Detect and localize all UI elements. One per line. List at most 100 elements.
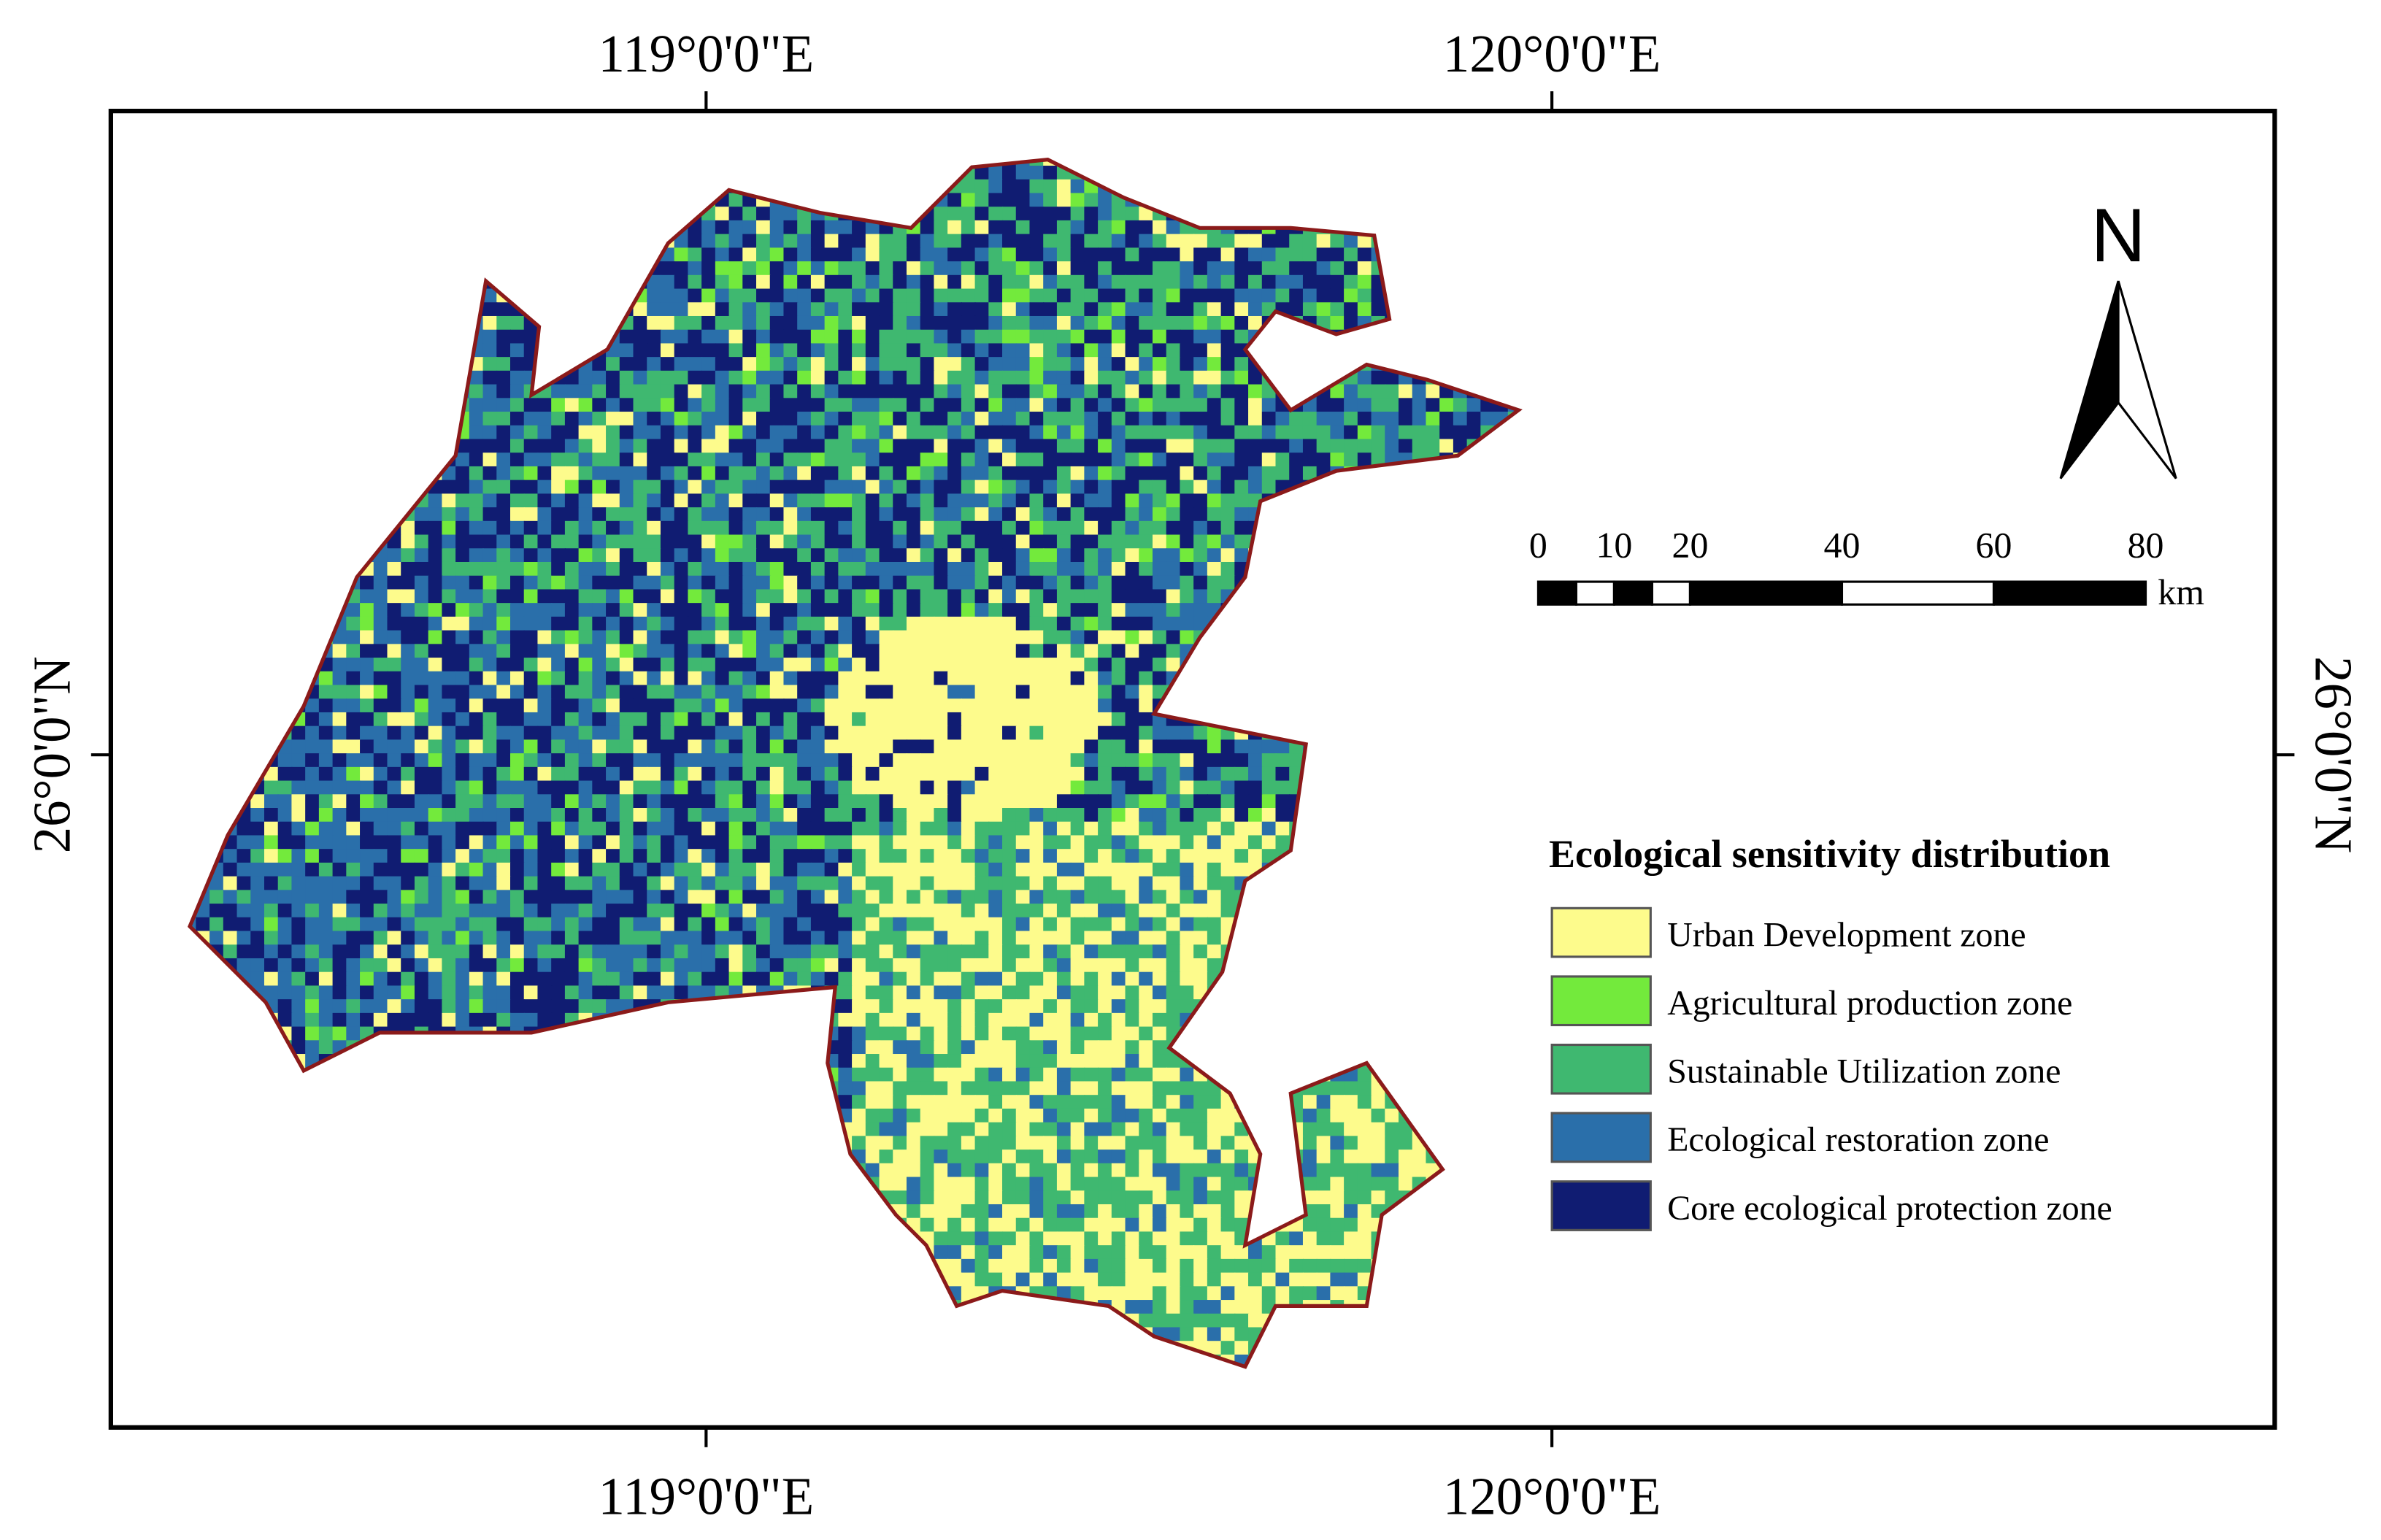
raster-cell — [223, 261, 238, 276]
raster-cell — [578, 753, 593, 768]
raster-cell — [1166, 466, 1181, 481]
raster-cell — [647, 439, 661, 454]
raster-cell — [510, 753, 525, 768]
raster-cell — [592, 780, 607, 796]
raster-cell — [824, 288, 839, 304]
raster-cell — [1248, 794, 1263, 809]
raster-cell — [1522, 302, 1536, 317]
raster-cell — [742, 207, 758, 221]
raster-cell — [797, 725, 812, 741]
raster-cell — [810, 220, 826, 235]
raster-cell — [920, 575, 935, 590]
raster-cell — [1166, 220, 1181, 235]
raster-cell — [578, 821, 593, 836]
raster-cell — [442, 520, 457, 536]
raster-cell — [1275, 671, 1290, 686]
raster-cell — [592, 698, 607, 713]
raster-cell — [1220, 425, 1236, 440]
raster-cell — [1029, 821, 1045, 836]
raster-cell — [510, 425, 525, 440]
raster-cell — [1412, 589, 1427, 604]
raster-cell — [1399, 466, 1413, 481]
raster-cell — [578, 616, 593, 631]
raster-cell — [223, 493, 238, 509]
raster-cell — [974, 739, 990, 755]
raster-cell — [1412, 603, 1427, 617]
raster-cell — [455, 658, 470, 672]
raster-cell — [701, 794, 716, 809]
raster-cell — [701, 302, 716, 317]
raster-cell — [920, 329, 935, 344]
raster-cell — [756, 561, 771, 577]
raster-cell — [318, 753, 334, 768]
raster-cell — [742, 808, 758, 823]
raster-cell — [688, 589, 703, 604]
raster-cell — [250, 616, 266, 631]
raster-cell — [523, 534, 539, 550]
raster-cell — [196, 630, 211, 645]
raster-cell — [250, 520, 266, 536]
raster-cell — [961, 712, 976, 727]
raster-cell — [305, 166, 320, 180]
raster-cell — [797, 780, 812, 796]
raster-cell — [346, 493, 361, 509]
raster-cell — [1522, 343, 1536, 358]
raster-cell — [893, 630, 908, 645]
raster-cell — [360, 234, 374, 249]
raster-cell — [1043, 794, 1058, 809]
raster-cell — [264, 453, 279, 467]
raster-cell — [264, 343, 279, 358]
raster-cell — [442, 712, 457, 727]
raster-cell — [619, 575, 634, 590]
raster-cell — [893, 179, 908, 194]
raster-cell — [1084, 507, 1099, 522]
raster-cell — [1029, 739, 1045, 755]
raster-cell — [1166, 753, 1181, 768]
raster-cell — [838, 261, 853, 276]
raster-cell — [346, 534, 361, 550]
raster-cell — [360, 507, 374, 522]
raster-cell — [578, 439, 593, 454]
raster-cell — [196, 671, 211, 686]
raster-cell — [769, 179, 785, 194]
raster-cell — [1480, 507, 1496, 522]
raster-cell — [619, 179, 634, 194]
raster-cell — [1234, 425, 1250, 440]
raster-cell — [387, 766, 402, 782]
raster-cell — [715, 343, 730, 358]
raster-cell — [1385, 274, 1400, 290]
raster-cell — [1139, 453, 1154, 467]
raster-cell — [551, 671, 566, 686]
raster-cell — [728, 453, 744, 467]
raster-cell — [346, 315, 361, 331]
raster-cell — [1426, 166, 1441, 180]
raster-cell — [414, 343, 429, 358]
raster-cell — [277, 370, 293, 385]
raster-cell — [674, 343, 689, 358]
raster-cell — [510, 466, 525, 481]
raster-cell — [633, 698, 648, 713]
raster-cell — [674, 207, 689, 221]
raster-cell — [223, 398, 238, 413]
raster-cell — [769, 315, 785, 331]
raster-cell — [332, 425, 347, 440]
raster-cell — [1385, 753, 1400, 768]
raster-cell — [674, 166, 689, 180]
raster-cell — [346, 616, 361, 631]
raster-cell — [1002, 644, 1017, 659]
raster-cell — [250, 274, 266, 290]
raster-cell — [277, 589, 293, 604]
raster-cell — [496, 630, 512, 645]
raster-cell — [190, 698, 197, 713]
raster-cell — [578, 453, 593, 467]
raster-cell — [934, 357, 949, 371]
raster-cell — [606, 630, 620, 645]
raster-cell — [1316, 357, 1331, 371]
raster-cell — [277, 685, 293, 700]
raster-cell — [1015, 384, 1031, 399]
raster-cell — [688, 616, 703, 631]
raster-cell — [1220, 821, 1236, 836]
raster-cell — [1220, 766, 1236, 782]
raster-cell — [742, 712, 758, 727]
raster-cell — [1125, 288, 1140, 304]
